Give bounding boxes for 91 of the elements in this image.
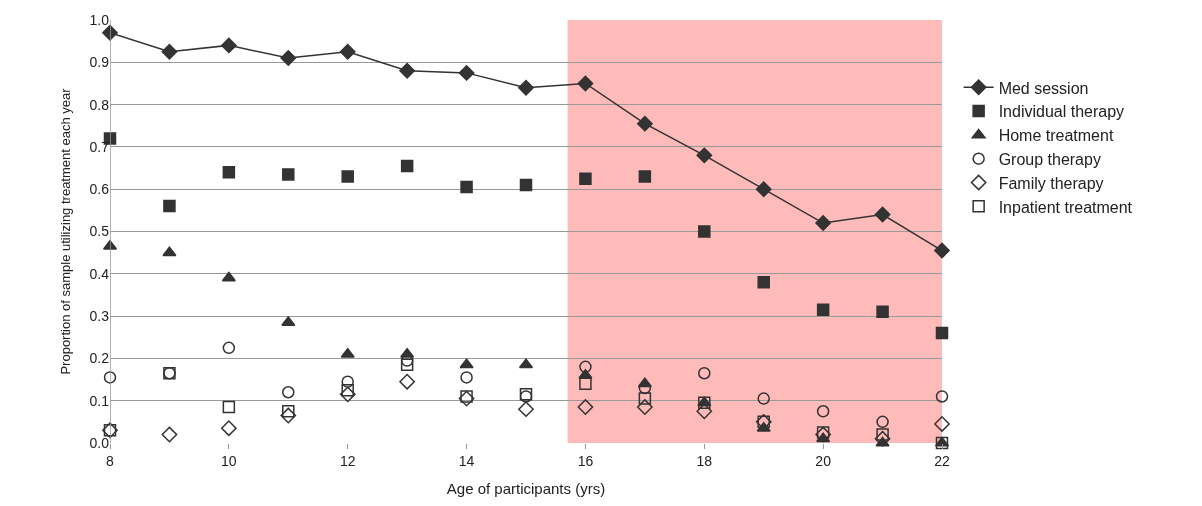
point [816,405,830,418]
point [339,43,356,60]
point [934,416,950,432]
y-tick-label: 0.4 [89,265,110,282]
y-tick-label: 0.9 [89,54,110,71]
point [282,405,295,418]
point [460,180,473,194]
point [341,383,354,397]
point [577,75,594,92]
point [815,426,832,443]
point [460,390,473,403]
legend-label: Inpatient treatment [998,198,1133,216]
point [222,166,236,179]
point [816,303,830,317]
point [400,159,414,173]
y-axis-title: Proportion of sample utilizing treatment each year [58,87,74,375]
point [815,215,832,231]
point [400,358,414,371]
y-tick-label: 0.7 [89,138,110,155]
legend-label: Individual therapy [998,103,1125,121]
x-axis-title: Age of participants (yrs) [446,479,606,497]
legend-label: Family therapy [998,174,1104,192]
point [816,426,830,439]
point [935,390,949,403]
point [518,401,534,418]
point [280,407,297,424]
point [636,399,653,415]
point [696,147,713,164]
point [222,341,236,355]
x-tick-label: 22 [934,452,950,469]
legend-label: Group therapy [998,150,1101,168]
point [579,172,592,185]
point [459,358,474,369]
point [222,400,236,414]
point [638,170,652,183]
point [162,246,177,257]
y-tick-label: 0.0 [89,434,110,451]
point [280,50,297,66]
point [876,305,889,319]
point [103,371,117,384]
point [636,115,653,132]
point [876,415,889,429]
point [579,377,592,391]
point [221,271,236,282]
x-tick-label: 12 [339,452,356,469]
point [876,428,889,441]
legend-label: Med session [998,79,1089,97]
point [518,79,534,96]
point [282,385,295,399]
point [638,392,652,405]
point [757,276,770,289]
x-tick-label: 8 [106,452,115,469]
point [757,392,770,405]
point [579,360,592,374]
x-tick-label: 18 [696,452,713,469]
point [698,366,711,380]
y-tick-label: 0.5 [89,223,110,240]
y-tick-label: 0.2 [89,350,110,367]
point [458,64,475,81]
point [163,199,176,213]
point [519,178,533,192]
point [874,206,891,223]
y-tick-label: 0.3 [89,308,110,324]
point [755,181,772,198]
point [577,399,594,415]
point [161,426,178,443]
point [220,37,237,54]
y-tick-label: 0.1 [89,392,110,409]
point [399,62,416,79]
legend-label: Home treatment [998,127,1114,145]
point [341,375,354,388]
point [282,168,295,181]
y-tick-label: 0.6 [89,181,110,198]
point [341,170,354,183]
x-tick-label: 14 [458,452,475,469]
point [339,386,356,403]
x-tick-label: 16 [577,452,594,469]
x-tick-label: 10 [221,452,237,469]
point [161,43,178,60]
y-tick-label: 0.8 [89,96,110,113]
point [935,326,949,340]
point [340,347,355,358]
point [458,390,475,407]
point [934,242,950,259]
point [874,430,891,447]
x-tick-label: 20 [815,452,832,469]
point [460,371,473,384]
y-tick-label: 1.0 [89,11,110,28]
point [698,225,711,238]
point [399,373,416,390]
point [220,420,237,437]
